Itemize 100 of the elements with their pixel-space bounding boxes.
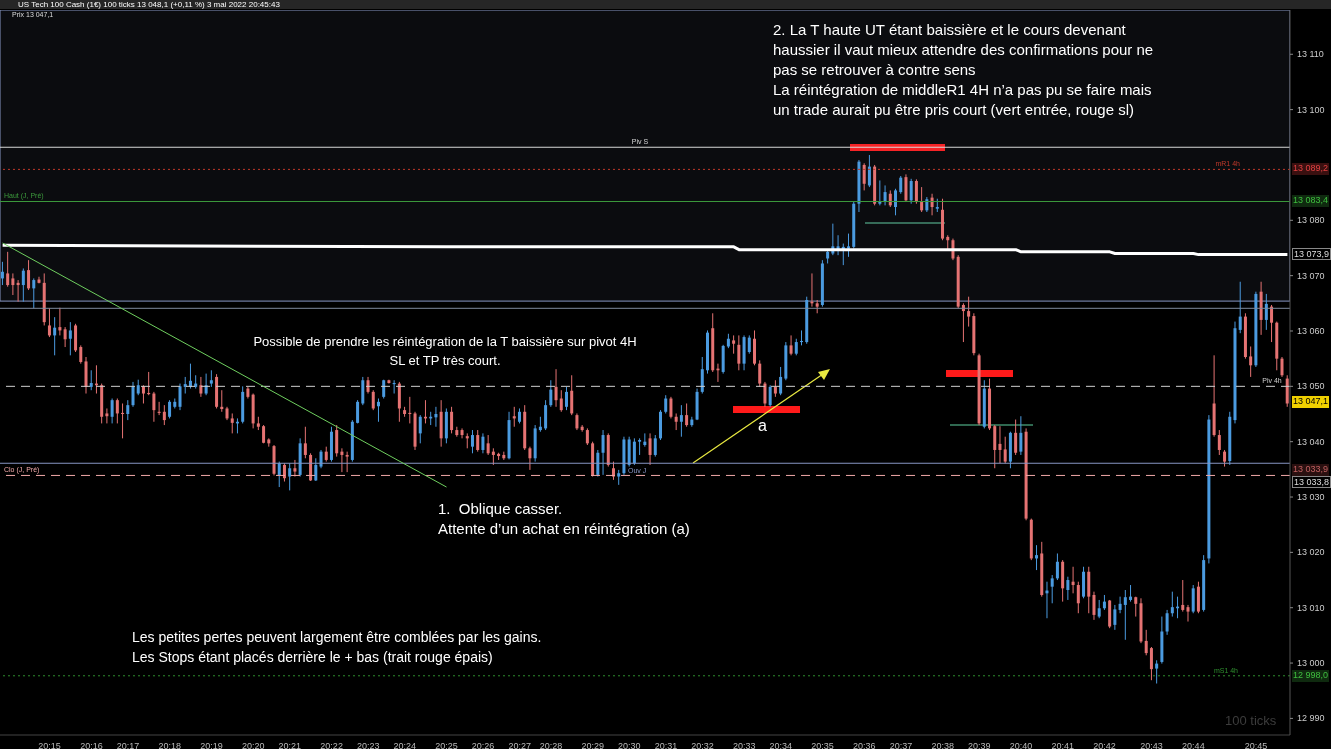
candlestick [914,178,918,205]
x-tick-label: 20:35 [811,741,834,749]
candlestick [904,173,908,203]
candlestick [747,334,751,355]
candlestick [596,449,600,478]
candlestick [230,412,234,434]
x-tick-label: 20:42 [1093,741,1116,749]
x-tick-label: 20:30 [618,741,641,749]
candlestick [549,379,553,408]
candlestick [335,424,339,458]
annotation: 100 ticks [1225,713,1277,729]
candlestick [460,427,464,439]
candlestick [288,462,292,491]
candlestick [544,399,548,431]
x-tick-label: 20:25 [435,741,458,749]
candlestick [152,391,156,423]
annotation: Possible de prendre les réintégration de la T baissière sur pivot 4H SL et TP très court. [252,333,638,370]
candlestick [1144,629,1148,656]
candlestick [768,384,772,408]
candlestick [47,307,51,338]
candlestick [528,446,532,471]
candlestick [53,316,57,356]
y-tick-label: 13 010 [1297,602,1325,613]
candlestick [1071,566,1075,594]
line-series [1,243,1289,257]
annotation: Les petites pertes peuvent largement être comblées par les gains. Les Stops étant placés derrière le + bas (trait rouge épais) [132,628,542,667]
candlestick [1270,304,1274,343]
x-tick-label: 20:37 [889,741,913,749]
candlestick [1165,609,1169,636]
candlestick [68,321,72,356]
candlestick [564,386,568,411]
candlestick [32,277,36,309]
candlestick [570,374,574,416]
x-tick-label: 20:26 [471,741,495,749]
candlestick [664,394,668,414]
candlestick [1066,576,1070,601]
candlestick [967,296,971,328]
candlestick [1264,293,1268,331]
x-tick-label: 20:45 [1244,741,1268,749]
candlestick [685,402,689,428]
candlestick [27,259,31,291]
candlestick [157,401,161,416]
candlestick [1249,345,1253,378]
x-tick-label: 20:32 [691,741,714,749]
y-tick-label: 13 070 [1297,270,1325,281]
candlestick [679,404,683,438]
candlestick [1238,281,1242,334]
candlestick [89,369,93,391]
x-tick-label: 20:16 [80,741,103,749]
candlestick [1055,552,1059,581]
candlestick [470,429,474,454]
x-tick-label: 20:19 [200,741,223,749]
candlestick [1003,436,1007,464]
x-tick-label: 20:21 [278,741,302,749]
candlestick [376,398,380,423]
candlestick [1092,591,1096,621]
text: 13 089,2 [1292,163,1330,175]
text: 13 033,8 [1292,476,1331,488]
candlestick [282,462,286,483]
candlestick [909,178,913,205]
candlestick [126,399,130,421]
x-tick-label: 20:40 [1009,741,1033,749]
x-tick-label: 20:39 [967,741,991,749]
candlestick [732,334,736,355]
candlestick [763,381,767,408]
x-tick-label: 20:33 [732,741,756,749]
candlestick [1035,544,1039,571]
candlestick [303,426,307,459]
candlestick [11,272,15,296]
x-tick-label: 20:18 [158,741,181,749]
candlestick [800,329,804,346]
candlestick [1118,596,1122,614]
candlestick [141,384,145,404]
candlestick [110,398,114,424]
candlestick [340,447,344,473]
candlestick [669,396,673,419]
candlestick [147,371,151,396]
text: 13 033,9 [1292,464,1330,476]
candlestick [653,434,657,458]
candlestick [476,429,480,453]
candlestick [920,186,924,213]
candlestick [867,154,871,188]
text: 13 073,9 [1292,248,1331,260]
candlestick [105,407,109,424]
candlestick [79,344,83,365]
y-tick-label: 13 020 [1297,547,1325,558]
candlestick [481,432,485,454]
candlestick [862,162,866,191]
x-tick-label: 20:28 [539,741,563,749]
candlestick [1019,415,1023,456]
candlestick [601,429,605,476]
candlestick [648,432,652,466]
candlestick [392,379,396,395]
candlestick [700,356,704,395]
y-tick-label: 13 110 [1297,49,1324,60]
candlestick [58,307,62,336]
x-tick-label: 20:27 [508,741,531,749]
x-tick-label: 20:38 [931,741,954,749]
candlestick [1123,589,1127,641]
candlestick [115,398,119,424]
